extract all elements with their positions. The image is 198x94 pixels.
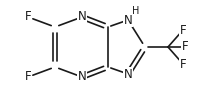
Text: N: N [124, 67, 132, 80]
Text: F: F [180, 58, 186, 70]
Text: F: F [182, 41, 188, 53]
Text: N: N [78, 70, 86, 83]
Text: N: N [124, 14, 132, 27]
Text: N: N [78, 11, 86, 24]
Text: F: F [25, 70, 31, 83]
Text: H: H [132, 6, 140, 16]
Text: F: F [25, 11, 31, 24]
Text: F: F [180, 24, 186, 36]
